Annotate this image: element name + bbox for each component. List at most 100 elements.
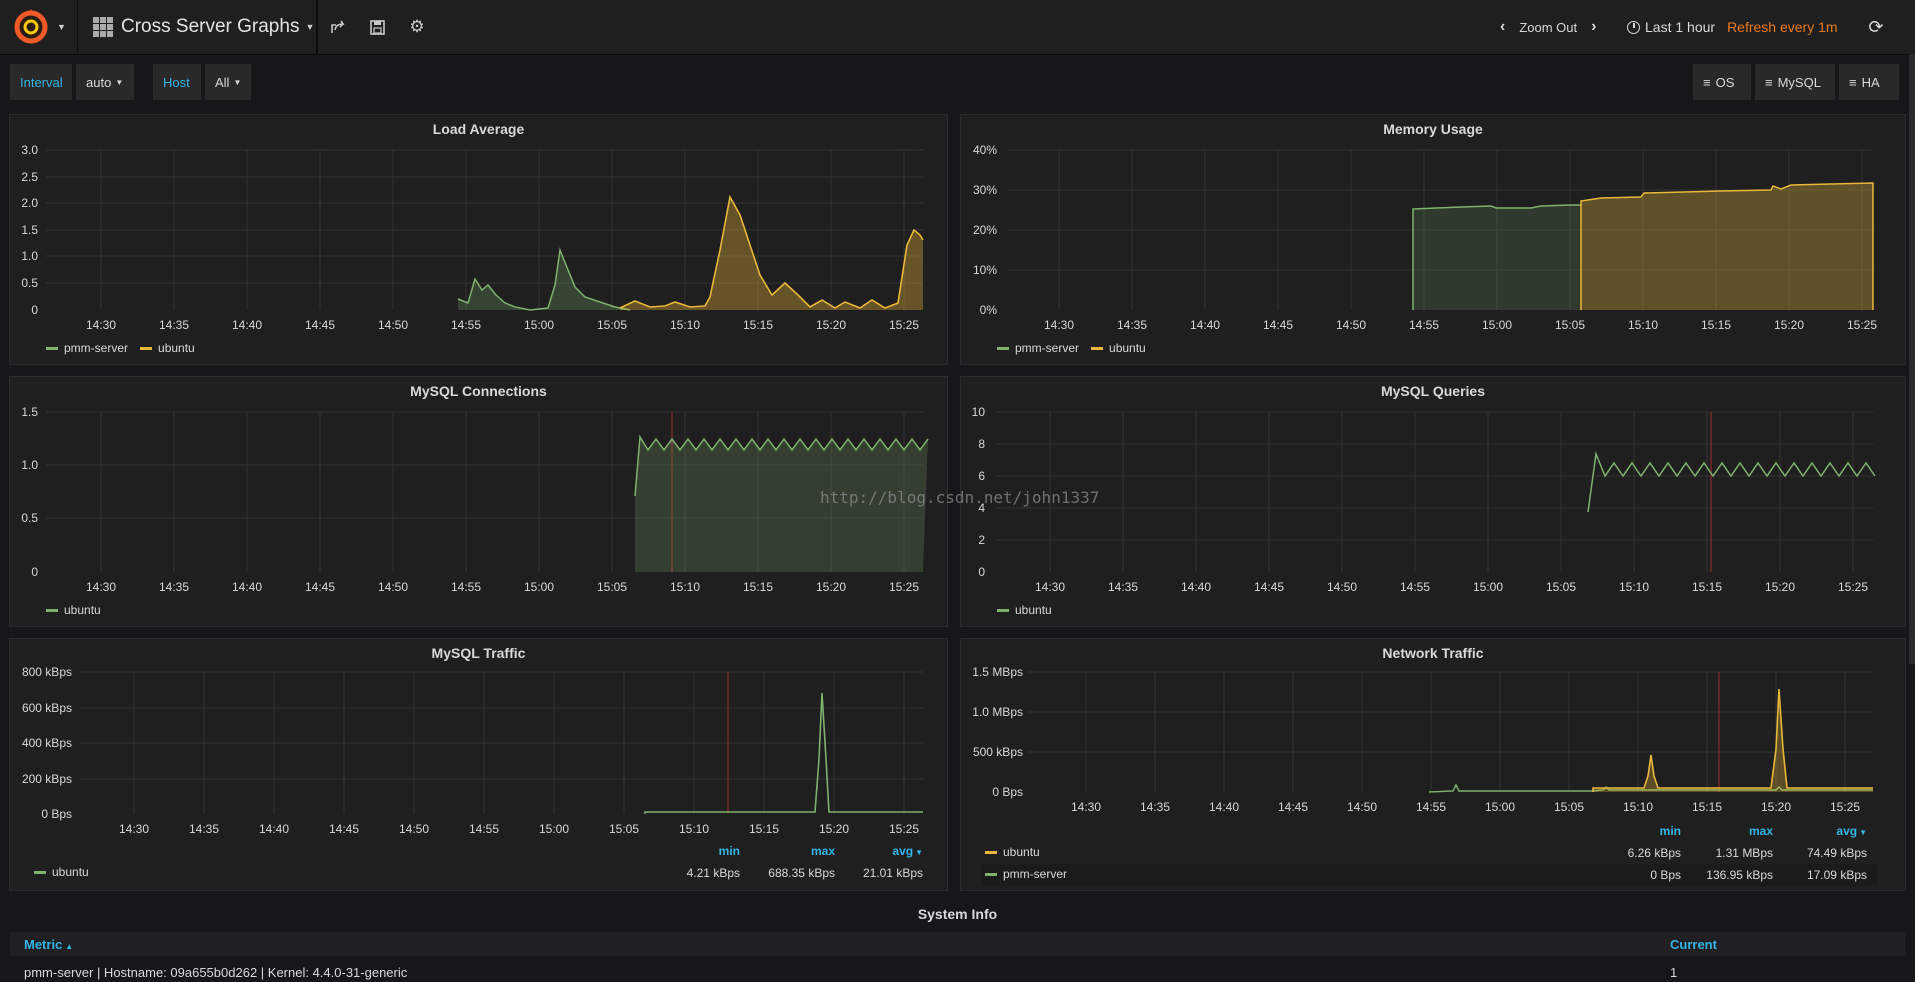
x-tick: 14:50 [1336,318,1366,332]
grafana-logo-menu[interactable]: ▼ [0,0,78,54]
zoom-out-button[interactable]: Zoom Out [1519,19,1578,35]
legend-item[interactable]: pmm-server [1015,341,1080,355]
chevron-right-icon[interactable]: › [1591,18,1597,35]
column-header-metric[interactable]: Metric ▲ [24,937,73,952]
mysql-traffic-graph: 800 kBps 600 kBps 400 kBps 200 kBps 0 Bp… [22,665,923,836]
bars-icon: ≡ [1703,74,1711,90]
caret-down-icon: ▼ [57,22,66,32]
header-label: Metric [24,937,63,952]
legend-header-avg[interactable]: avg ▼ [835,844,923,858]
y-tick: 10 [972,405,986,419]
host-select[interactable]: All ▼ [205,64,251,100]
header-label: avg [1836,824,1858,838]
refresh-button[interactable]: ⟳ [1862,0,1890,54]
panel-mysql-queries[interactable]: MySQL Queries 10 8 6 4 2 0 14:30 14:35 1… [960,376,1906,627]
panel-network-traffic[interactable]: Network Traffic 1.5 MBps 1.0 MBps 500 kB… [960,638,1906,891]
legend-item[interactable]: ubuntu [1015,603,1052,617]
legend-series-name: ubuntu [52,865,89,879]
y-tick: 40% [973,143,997,157]
x-tick: 15:15 [1692,800,1722,814]
x-tick: 14:35 [1108,580,1138,594]
y-tick: 2.5 [21,170,38,184]
panel-mysql-connections[interactable]: MySQL Connections 1.5 1.0 0.5 0 14:30 14… [9,376,948,627]
dashboard-link-os[interactable]: ≡ OS [1693,64,1751,100]
chevron-left-icon[interactable]: ‹ [1500,18,1506,35]
x-tick: 15:05 [609,822,639,836]
interval-variable-label: Interval [10,64,72,100]
series-ubuntu-area [635,437,928,572]
panel-load-average[interactable]: Load Average 3.0 2.5 2.0 1.5 1.0 0.5 0 1… [9,114,948,365]
legend-item[interactable]: ubuntu [1109,341,1146,355]
legend-item[interactable]: ubuntu [158,341,195,355]
x-tick: 15:00 [524,580,554,594]
save-dashboard-button[interactable] [357,0,397,54]
legend-header-max[interactable]: max [1748,824,1773,838]
dashboard-title-dropdown[interactable]: Cross Server Graphs ▼ [77,0,317,54]
refresh-icon: ⟳ [1868,16,1884,37]
y-tick: 0 [31,303,38,317]
share-icon [331,20,345,33]
y-tick: 1.0 [21,249,38,263]
x-tick: 15:10 [1619,580,1649,594]
dashboard-link-ha[interactable]: ≡ HA [1839,64,1899,100]
legend-item[interactable]: pmm-server [64,341,129,355]
x-tick: 14:50 [378,580,408,594]
system-info-title: System Info [917,906,998,922]
legend-header-min[interactable]: min [718,844,740,858]
settings-button[interactable]: ⚙ [397,0,437,54]
time-picker[interactable]: Last 1 hour Refresh every 1m [1627,0,1838,54]
link-label: HA [1861,74,1880,90]
host-value: All [215,74,230,90]
x-tick: 14:55 [1400,580,1430,594]
y-tick: 0.5 [21,276,38,290]
series-ubuntu-line [619,194,924,309]
x-tick: 14:30 [86,580,116,594]
legend-color-swatch [34,870,46,874]
x-tick: 15:00 [1482,318,1512,332]
x-tick: 14:35 [1117,318,1147,332]
x-tick: 14:50 [399,822,429,836]
legend-value-min: 6.26 kBps [1627,846,1681,860]
legend-row[interactable]: ubuntu [985,845,1040,859]
x-tick: 14:45 [305,318,335,332]
interval-select[interactable]: auto ▼ [76,64,134,100]
x-tick: 15:00 [1485,800,1515,814]
bars-icon: ≡ [1765,74,1773,90]
watermark: http://blog.csdn.net/john1337 [820,488,1100,507]
x-tick: 15:15 [1692,580,1722,594]
legend-item[interactable]: ubuntu [64,603,101,617]
page-scrollbar[interactable] [1909,54,1915,664]
x-tick: 15:20 [816,318,846,332]
system-info-table-header: Metric ▲ Current [10,932,1905,956]
panel-title: Memory Usage [1383,121,1483,137]
legend-value-min: 4.21 kBps [686,866,740,880]
legend-color-swatch [985,872,997,876]
dashboard-grid-icon [93,17,113,37]
panel-mysql-traffic[interactable]: MySQL Traffic 800 kBps 600 kBps 400 kBps… [9,638,948,891]
caret-down-icon: ▼ [115,77,124,87]
legend-header-max[interactable]: max [810,844,835,858]
x-tick: 15:20 [819,822,849,836]
legend-series-name: ubuntu [1003,845,1040,859]
panel-memory-usage[interactable]: Memory Usage 40% 30% 20% 10% 0% 14:30 14… [960,114,1906,365]
memory-usage-graph: 40% 30% 20% 10% 0% 14:30 14:35 14:40 14:… [973,143,1877,332]
legend-row[interactable]: pmm-server [985,867,1067,881]
network-traffic-graph: 1.5 MBps 1.0 MBps 500 kBps 0 Bps 14:30 1… [972,665,1873,814]
y-tick: 3.0 [21,143,38,157]
y-tick: 20% [973,223,997,237]
legend-header-min[interactable]: min [1659,824,1681,838]
dashboard-link-mysql[interactable]: ≡ MySQL [1755,64,1835,100]
legend: pmm-server ubuntu [997,341,1146,355]
column-header-current[interactable]: Current [1670,937,1717,952]
series-ubuntu-line [1592,688,1873,792]
share-button[interactable] [317,0,358,54]
x-tick: 15:25 [1847,318,1877,332]
legend-value-max: 688.35 kBps [768,866,835,880]
x-tick: 14:50 [1327,580,1357,594]
legend-row[interactable]: ubuntu [34,865,89,879]
legend-header-avg[interactable]: avg ▼ [1777,824,1867,838]
series-pmm-server-line [1412,204,1581,310]
x-tick: 14:35 [159,318,189,332]
x-tick: 15:25 [889,822,919,836]
legend-row-bg [981,864,1877,886]
